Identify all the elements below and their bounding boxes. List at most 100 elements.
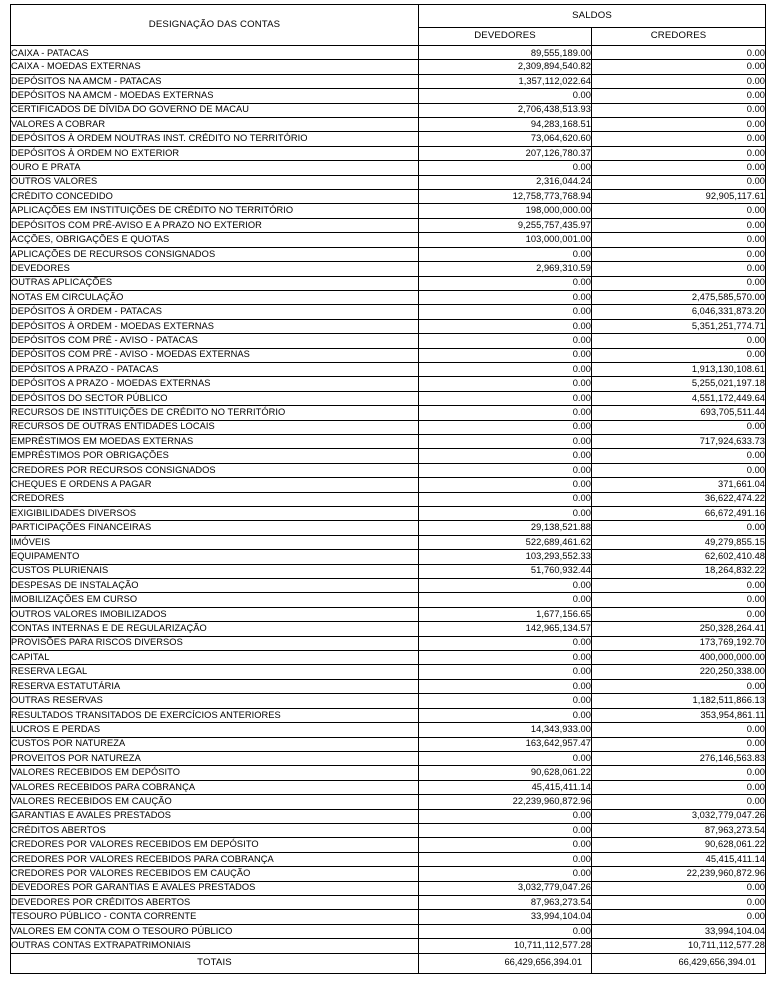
- account-name-cell: CREDORES POR VALORES RECEBIDOS EM DEPÓSI…: [10, 837, 419, 853]
- credores-cell: 0.00: [590, 794, 767, 810]
- header-row-bottom: DEVEDORES CREDORES: [11, 27, 767, 46]
- table-row: DEPÓSITOS NA AMCM - PATACAS 1,357,112,022…: [10, 73, 767, 90]
- table-row: DEVEDORES POR CRÉDITOS ABERTOS 87,963,273…: [10, 894, 767, 911]
- credores-cell: 276,146,563.83: [590, 750, 767, 767]
- account-name-cell: CREDORES: [10, 491, 419, 508]
- devedores-cell: 0.00: [418, 650, 592, 666]
- table-row: EMPRÉSTIMOS EM MOEDAS EXTERNAS 0.00 717,92…: [10, 433, 767, 450]
- devedores-cell: 163,642,957.47: [418, 736, 592, 752]
- credores-cell: 0.00: [590, 261, 767, 277]
- account-name-cell: VALORES RECEBIDOS EM CAUÇÃO: [10, 794, 419, 810]
- account-name-cell: CAPITAL: [10, 650, 419, 666]
- table-row: APLICAÇÕES EM INSTITUIÇÕES DE CRÉDITO NO…: [10, 203, 767, 219]
- column-header-description: DESIGNAÇÃO DAS CONTAS: [10, 4, 419, 46]
- account-name-cell: IMOBILIZAÇÕES EM CURSO: [10, 592, 419, 608]
- account-name-cell: DEPÓSITOS NA AMCM - PATACAS: [10, 73, 419, 90]
- devedores-cell: 90,628,061.22: [418, 765, 592, 781]
- devedores-cell: 33,994,104.04: [418, 909, 592, 925]
- account-name-cell: PARTICIPAÇÕES FINANCEIRAS: [10, 520, 419, 536]
- table-row: DEVEDORES 2,969,310.59 0.00: [10, 261, 767, 277]
- table-row: EMPRÉSTIMOS POR OBRIGAÇÕES 0.00 0.00: [10, 448, 767, 464]
- table-footer: TOTAIS 66,429,656,394.01 66,429,656,394.…: [10, 952, 767, 974]
- devedores-cell: 94,283,168.51: [418, 117, 592, 133]
- devedores-cell: 2,316,044.24: [418, 174, 592, 191]
- table-row: RESERVA LEGAL 0.00 220,250,338.00: [10, 664, 767, 680]
- table-row: CAIXA - MOEDAS EXTERNAS 2,309,894,540.82 0…: [10, 59, 767, 75]
- account-name-cell: EMPRÉSTIMOS EM MOEDAS EXTERNAS: [10, 433, 419, 450]
- devedores-cell: 22,239,960,872.96: [418, 794, 592, 810]
- devedores-cell: 0.00: [418, 275, 592, 291]
- column-header-saldos: SALDOS: [417, 4, 767, 28]
- account-name-cell: VALORES EM CONTA COM O TESOURO PÚBLICO: [10, 923, 419, 940]
- credores-cell: 0.00: [590, 347, 767, 363]
- account-name-cell: CREDORES POR RECURSOS CONSIGNADOS: [10, 462, 419, 479]
- account-name-cell: VALORES RECEBIDOS EM DEPÓSITO: [10, 765, 419, 781]
- account-name-cell: DEPÓSITOS DO SECTOR PÚBLICO: [10, 390, 419, 407]
- devedores-cell: 103,293,552.33: [418, 549, 592, 565]
- credores-cell: 36,622,474.22: [590, 491, 767, 508]
- credores-cell: 0.00: [590, 779, 767, 796]
- devedores-cell: 0.00: [418, 347, 592, 363]
- devedores-cell: 142,965,134.57: [418, 621, 592, 637]
- credores-cell: 0.00: [590, 131, 767, 147]
- account-name-cell: PROVISÕES PARA RISCOS DIVERSOS: [10, 635, 419, 652]
- devedores-cell: 0.00: [418, 837, 592, 853]
- credores-cell: 250,328,264.41: [590, 621, 767, 637]
- devedores-cell: 0.00: [418, 304, 592, 320]
- account-name-cell: DESPESAS DE INSTALAÇÃO: [10, 578, 419, 594]
- table-row: RESULTADOS TRANSITADOS DE EXERCÍCIOS ANT…: [10, 707, 767, 724]
- devedores-cell: 0.00: [418, 750, 592, 767]
- table-row: CERTIFICADOS DE DÍVIDA DO GOVERNO DE MAC…: [10, 102, 767, 119]
- table-row: EQUIPAMENTO 103,293,552.33 62,602,410.48: [10, 549, 767, 565]
- devedores-cell: 2,969,310.59: [418, 261, 592, 277]
- account-name-cell: CAIXA - MOEDAS EXTERNAS: [10, 59, 419, 75]
- devedores-cell: 0.00: [418, 405, 592, 421]
- account-name-cell: OUTRAS APLICAÇÕES: [10, 275, 419, 291]
- account-name-cell: DEPÓSITOS A PRAZO - PATACAS: [10, 361, 419, 378]
- account-name-cell: CUSTOS POR NATUREZA: [10, 736, 419, 752]
- account-name-cell: EMPRÉSTIMOS POR OBRIGAÇÕES: [10, 448, 419, 464]
- credores-cell: 0.00: [590, 217, 767, 234]
- credores-cell: 400,000,000.00: [590, 650, 767, 666]
- table-row: DEPÓSITOS COM PRÉ - AVISO - PATACAS 0.00 0…: [10, 333, 767, 349]
- table-row: DEPÓSITOS A PRAZO - MOEDAS EXTERNAS 0.00 5…: [10, 376, 767, 392]
- credores-cell: 1,913,130,108.61: [590, 361, 767, 378]
- devedores-cell: 0.00: [418, 88, 592, 104]
- table-row: DEPÓSITOS A PRAZO - PATACAS 0.00 1,913,130…: [10, 361, 767, 378]
- account-name-cell: CRÉDITOS ABERTOS: [10, 822, 419, 839]
- account-name-cell: DEPÓSITOS À ORDEM NO EXTERIOR: [10, 145, 419, 162]
- table-row: RECURSOS DE OUTRAS ENTIDADES LOCAIS 0.00 0…: [10, 419, 767, 435]
- account-name-cell: DEVEDORES POR CRÉDITOS ABERTOS: [10, 894, 419, 911]
- devedores-cell: 0.00: [418, 808, 592, 824]
- table-row: DEPÓSITOS COM PRÉ-AVISO E A PRAZO NO EXT…: [10, 217, 767, 234]
- devedores-cell: 45,415,411.14: [418, 779, 592, 796]
- table-row: DEPÓSITOS DO SECTOR PÚBLICO 0.00 4,551,172…: [10, 390, 767, 407]
- account-name-cell: DEPÓSITOS COM PRÉ - AVISO - PATACAS: [10, 333, 419, 349]
- table-row: OUTROS VALORES IMOBILIZADOS 1,677,156.65 0…: [10, 606, 767, 623]
- account-name-cell: GARANTIAS E AVALES PRESTADOS: [10, 808, 419, 824]
- credores-cell: 10,711,112,577.28: [590, 938, 767, 954]
- credores-cell: 717,924,633.73: [590, 433, 767, 450]
- credores-cell: 0.00: [590, 232, 767, 248]
- account-name-cell: CREDORES POR VALORES RECEBIDOS EM CAUÇÃO: [10, 866, 419, 882]
- table-row: GARANTIAS E AVALES PRESTADOS 0.00 3,032,77…: [10, 808, 767, 824]
- credores-cell: 173,769,192.70: [590, 635, 767, 652]
- account-name-cell: APLICAÇÕES EM INSTITUIÇÕES DE CRÉDITO NO…: [10, 203, 419, 219]
- account-name-cell: VALORES A COBRAR: [10, 117, 419, 133]
- credores-cell: 0.00: [590, 578, 767, 594]
- table-row: DEPÓSITOS NA AMCM - MOEDAS EXTERNAS 0.00 0…: [10, 88, 767, 104]
- credores-cell: 5,351,251,774.71: [590, 318, 767, 335]
- table-row: CUSTOS POR NATUREZA 163,642,957.47 0.00: [10, 736, 767, 752]
- table-row: CREDORES 0.00 36,622,474.22: [10, 491, 767, 508]
- account-name-cell: CRÉDITO CONCEDIDO: [10, 189, 419, 205]
- table-row: VALORES RECEBIDOS EM CAUÇÃO 22,239,960,87…: [10, 794, 767, 810]
- credores-cell: 22,239,960,872.96: [590, 866, 767, 882]
- credores-cell: 6,046,331,873.20: [590, 304, 767, 320]
- devedores-cell: 0.00: [418, 578, 592, 594]
- table-row: CHEQUES E ORDENS A PAGAR 0.00 371,661.04: [10, 477, 767, 493]
- credores-cell: 0.00: [590, 736, 767, 752]
- table-row: CAIXA - PATACAS 89,555,189.00 0.00: [10, 44, 767, 61]
- devedores-cell: 0.00: [418, 376, 592, 392]
- table-row: CUSTOS PLURIENAIS 51,760,932.44 18,264,832…: [10, 563, 767, 580]
